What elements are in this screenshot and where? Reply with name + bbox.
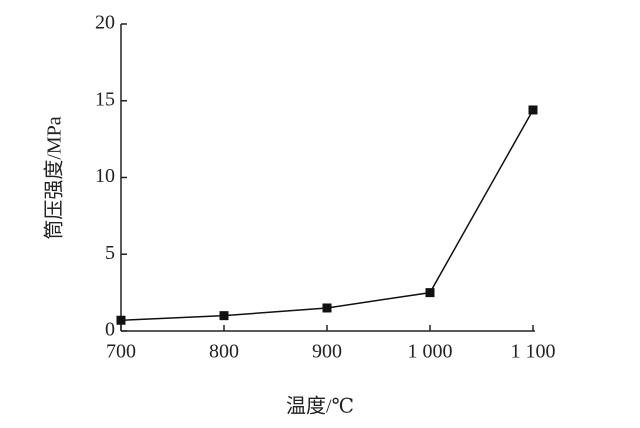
y-tick-label: 10 [95,165,115,187]
data-marker [425,288,435,298]
y-tick-label: 0 [105,319,115,341]
x-tick-label: 1 100 [511,341,556,363]
x-tick-label: 700 [106,341,136,363]
data-marker [322,303,332,313]
y-tick-label: 5 [105,242,115,264]
data-marker [116,315,126,325]
x-tick-label: 800 [209,341,239,363]
y-tick-label: 15 [95,88,115,110]
data-marker [219,311,229,321]
x-tick-label: 900 [312,341,342,363]
y-tick-label: 20 [95,12,115,34]
x-tick-label: 1 000 [408,341,453,363]
data-marker [528,105,538,115]
data-line [120,109,534,322]
y-axis-label: 筒压强度/MPa [43,116,66,239]
x-axis-label: 温度/℃ [286,395,354,418]
